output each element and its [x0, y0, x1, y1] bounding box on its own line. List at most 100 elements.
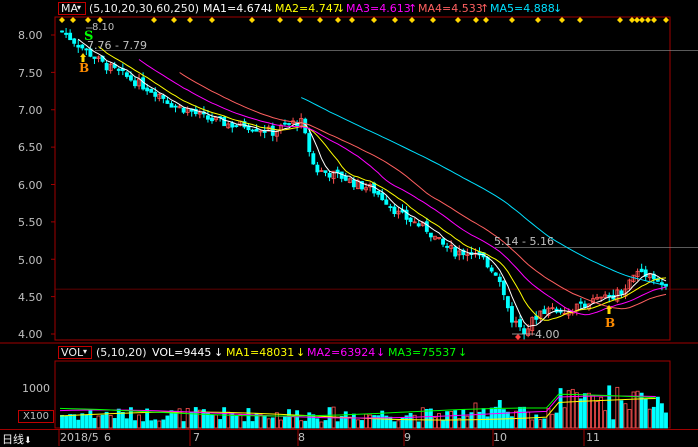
volume-bar	[133, 420, 137, 429]
volume-bar	[210, 414, 214, 429]
vol-indicator-label: VOL	[61, 346, 84, 359]
candle-body	[360, 181, 364, 190]
high-price-label: 8.10	[92, 22, 115, 33]
volume-bar	[234, 415, 239, 429]
volume-bar	[197, 409, 202, 429]
volume-bar	[372, 415, 377, 429]
signal-diamond	[645, 17, 651, 23]
candle-body	[424, 221, 429, 232]
signal-diamond	[639, 17, 645, 23]
volume-bar	[360, 420, 364, 429]
volume-bar	[343, 411, 348, 429]
vol-ma3-value: MA3=75537	[388, 346, 457, 359]
ma-indicator-button[interactable]: MA ▾	[58, 2, 86, 15]
volume-bar	[177, 408, 182, 429]
volume-bar	[599, 396, 604, 429]
vol-ma1-arrow: ↓	[296, 346, 306, 359]
volume-bar	[76, 419, 81, 429]
candle-body	[116, 68, 121, 71]
ma4-value: MA4=4.533	[418, 2, 483, 15]
time-axis-bar: 日线⬇ 2018/5 6 7 8 9 10 11	[0, 429, 698, 446]
volume-bar	[222, 407, 227, 429]
volume-bar	[319, 421, 324, 429]
candle-body	[343, 175, 348, 181]
volume-bar	[242, 421, 247, 429]
volume-bar	[461, 409, 466, 429]
candle-body	[165, 100, 170, 104]
volume-bar	[469, 412, 474, 429]
ma1-line	[77, 38, 667, 328]
volume-bar	[392, 421, 397, 429]
ma5-arrow: ↓	[553, 2, 563, 15]
candle-body	[149, 88, 154, 93]
volume-bar	[433, 417, 437, 429]
candle-body	[437, 237, 441, 239]
volume-bar	[643, 398, 648, 429]
vol-ma1-value: MA1=48031	[226, 346, 295, 359]
candle-body	[530, 317, 535, 332]
candle-body	[335, 169, 340, 173]
ma-params: (5,10,20,30,60,250)	[89, 2, 200, 15]
price-tick-8.00: 8.00	[18, 29, 43, 42]
volume-bar	[278, 419, 283, 429]
volume-bar	[169, 410, 174, 429]
volume-bar	[485, 416, 490, 429]
price-tick-5.50: 5.50	[18, 216, 43, 229]
ma5-value: MA5=4.888	[490, 2, 555, 15]
volume-bar	[161, 419, 166, 429]
candle-body	[522, 328, 527, 334]
ma5-line	[301, 97, 667, 287]
candle-body	[485, 257, 490, 268]
volume-bar	[145, 408, 150, 429]
candle-body	[428, 232, 433, 238]
x-label-10: 10	[493, 431, 507, 444]
signal-diamond	[535, 17, 541, 23]
candle-body	[643, 269, 648, 277]
volume-bar	[141, 421, 146, 429]
signal-diamond	[430, 17, 436, 23]
volume-bar	[347, 416, 352, 429]
volume-bar	[526, 411, 531, 429]
candle-body	[104, 62, 109, 71]
candle-body	[214, 117, 218, 121]
volume-bar	[315, 418, 320, 429]
volume-bar	[287, 409, 291, 429]
candle-body	[396, 210, 401, 215]
volume-bar	[562, 407, 567, 429]
volume-bar	[246, 408, 251, 429]
volume-bar	[550, 413, 555, 429]
volume-bar	[100, 414, 105, 429]
candle-body	[461, 249, 466, 256]
candle-body	[258, 130, 263, 133]
buy-signal-marker-1: B	[79, 61, 90, 75]
price-panel-frame	[54, 16, 671, 341]
volume-bar	[408, 413, 413, 429]
volume-bar	[351, 413, 356, 429]
vol-indicator-button[interactable]: VOL ▾	[58, 346, 92, 359]
candle-body	[505, 296, 510, 309]
signal-diamond	[455, 17, 461, 23]
period-selector[interactable]: 日线⬇	[2, 431, 32, 447]
vol-params: (5,10,20)	[96, 346, 147, 359]
candle-body	[222, 116, 227, 127]
volume-bar	[157, 420, 162, 429]
volume-bar	[611, 419, 616, 429]
volume-bar	[339, 416, 344, 429]
volume-bar	[659, 403, 664, 429]
candle-body	[161, 95, 166, 99]
volume-bar	[510, 416, 514, 429]
signal-diamond	[209, 17, 215, 23]
x-label-8: 8	[298, 431, 305, 444]
vol-arrow: ↓	[214, 346, 224, 359]
candle-body	[404, 209, 409, 220]
volume-bar	[72, 414, 77, 429]
volume-bar	[88, 410, 93, 429]
volume-bar	[291, 415, 295, 429]
volume-bar	[274, 412, 279, 429]
volume-bar	[368, 414, 373, 429]
volume-bar	[262, 415, 267, 429]
volume-bar	[60, 414, 64, 429]
volume-bar	[453, 410, 458, 429]
volume-bar	[424, 408, 429, 429]
